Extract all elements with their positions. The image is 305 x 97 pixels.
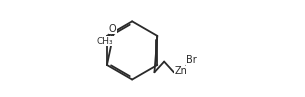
Text: O: O	[109, 24, 117, 34]
Text: CH₃: CH₃	[97, 37, 113, 46]
Text: Br: Br	[186, 55, 197, 65]
Text: Zn: Zn	[175, 66, 188, 76]
